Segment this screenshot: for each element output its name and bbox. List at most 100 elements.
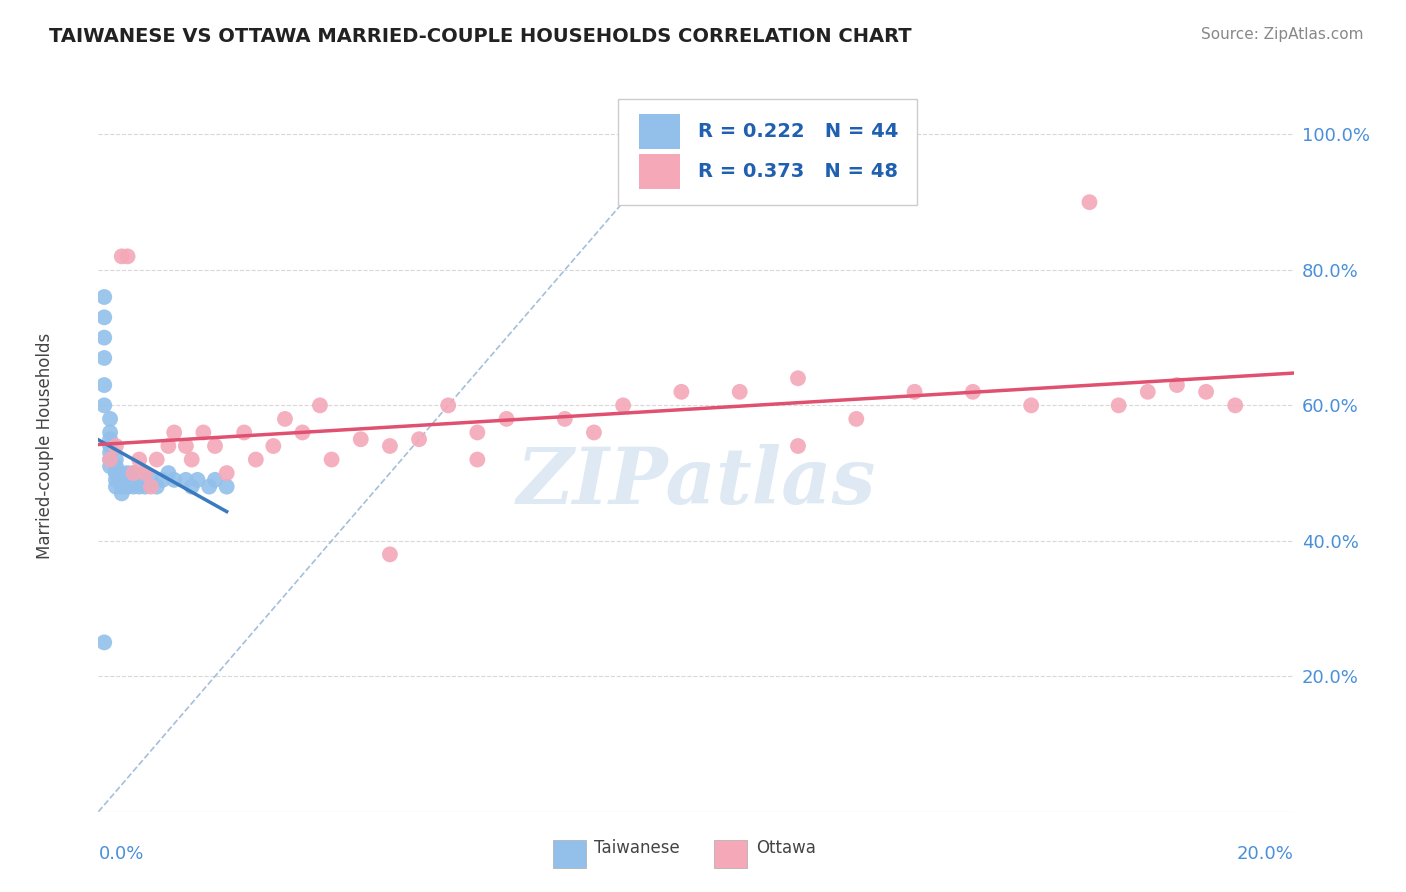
- Text: R = 0.222   N = 44: R = 0.222 N = 44: [699, 122, 898, 141]
- Point: [554, 412, 576, 426]
- Point: [93, 398, 115, 412]
- Point: [180, 480, 202, 494]
- FancyBboxPatch shape: [619, 99, 917, 204]
- Point: [671, 384, 693, 399]
- Point: [467, 452, 489, 467]
- Point: [122, 466, 145, 480]
- Point: [233, 425, 256, 440]
- Point: [98, 439, 121, 453]
- FancyBboxPatch shape: [638, 154, 681, 189]
- Point: [321, 452, 343, 467]
- Point: [845, 412, 868, 426]
- Point: [98, 425, 121, 440]
- Point: [215, 480, 238, 494]
- Point: [98, 452, 121, 467]
- Point: [93, 290, 115, 304]
- Point: [134, 480, 156, 494]
- Point: [145, 480, 167, 494]
- Point: [787, 439, 810, 453]
- Point: [111, 249, 134, 263]
- Point: [134, 466, 156, 480]
- Point: [139, 480, 162, 494]
- FancyBboxPatch shape: [553, 840, 586, 868]
- Point: [1078, 195, 1101, 210]
- Point: [117, 473, 139, 487]
- Point: [378, 547, 401, 561]
- Point: [93, 635, 115, 649]
- Point: [104, 480, 127, 494]
- Point: [903, 384, 925, 399]
- FancyBboxPatch shape: [638, 114, 681, 149]
- Point: [274, 412, 297, 426]
- Text: R = 0.373   N = 48: R = 0.373 N = 48: [699, 162, 898, 181]
- Point: [104, 439, 127, 453]
- Point: [104, 466, 127, 480]
- Point: [111, 480, 134, 494]
- Text: Ottawa: Ottawa: [756, 839, 815, 857]
- Point: [98, 432, 121, 446]
- Text: Source: ZipAtlas.com: Source: ZipAtlas.com: [1201, 27, 1364, 42]
- Point: [787, 371, 810, 385]
- Point: [291, 425, 314, 440]
- Point: [104, 452, 127, 467]
- Point: [408, 432, 430, 446]
- Point: [163, 473, 186, 487]
- Point: [180, 452, 202, 467]
- Point: [163, 425, 186, 440]
- Point: [186, 473, 208, 487]
- FancyBboxPatch shape: [714, 840, 748, 868]
- Point: [157, 466, 180, 480]
- Point: [1136, 384, 1159, 399]
- Point: [122, 480, 145, 494]
- Point: [1195, 384, 1218, 399]
- Point: [98, 452, 121, 467]
- Point: [962, 384, 984, 399]
- Text: 20.0%: 20.0%: [1237, 845, 1294, 863]
- Point: [104, 466, 127, 480]
- Point: [245, 452, 267, 467]
- Point: [157, 439, 180, 453]
- Point: [104, 459, 127, 474]
- Text: Married-couple Households: Married-couple Households: [35, 333, 53, 559]
- Point: [437, 398, 460, 412]
- Point: [128, 452, 150, 467]
- Point: [122, 466, 145, 480]
- Point: [1225, 398, 1247, 412]
- Point: [145, 452, 167, 467]
- Text: ZIPatlas: ZIPatlas: [516, 444, 876, 521]
- Point: [582, 425, 605, 440]
- Point: [117, 249, 139, 263]
- Point: [93, 310, 115, 325]
- Point: [128, 480, 150, 494]
- Text: TAIWANESE VS OTTAWA MARRIED-COUPLE HOUSEHOLDS CORRELATION CHART: TAIWANESE VS OTTAWA MARRIED-COUPLE HOUSE…: [49, 27, 912, 45]
- Point: [198, 480, 221, 494]
- Point: [215, 466, 238, 480]
- Point: [1166, 378, 1188, 392]
- Point: [174, 439, 197, 453]
- Text: 0.0%: 0.0%: [98, 845, 143, 863]
- Point: [134, 466, 156, 480]
- Point: [378, 439, 401, 453]
- Point: [152, 473, 174, 487]
- Point: [117, 466, 139, 480]
- Point: [728, 384, 751, 399]
- Point: [204, 473, 226, 487]
- Point: [117, 480, 139, 494]
- Point: [93, 331, 115, 345]
- Point: [111, 486, 134, 500]
- Point: [111, 473, 134, 487]
- Text: Taiwanese: Taiwanese: [595, 839, 681, 857]
- Point: [93, 351, 115, 365]
- Point: [1108, 398, 1130, 412]
- Point: [98, 459, 121, 474]
- Point: [98, 412, 121, 426]
- Point: [174, 473, 197, 487]
- Point: [495, 412, 517, 426]
- Point: [612, 398, 634, 412]
- Point: [193, 425, 215, 440]
- Point: [98, 446, 121, 460]
- Point: [104, 473, 127, 487]
- Point: [1019, 398, 1042, 412]
- Point: [204, 439, 226, 453]
- Point: [309, 398, 332, 412]
